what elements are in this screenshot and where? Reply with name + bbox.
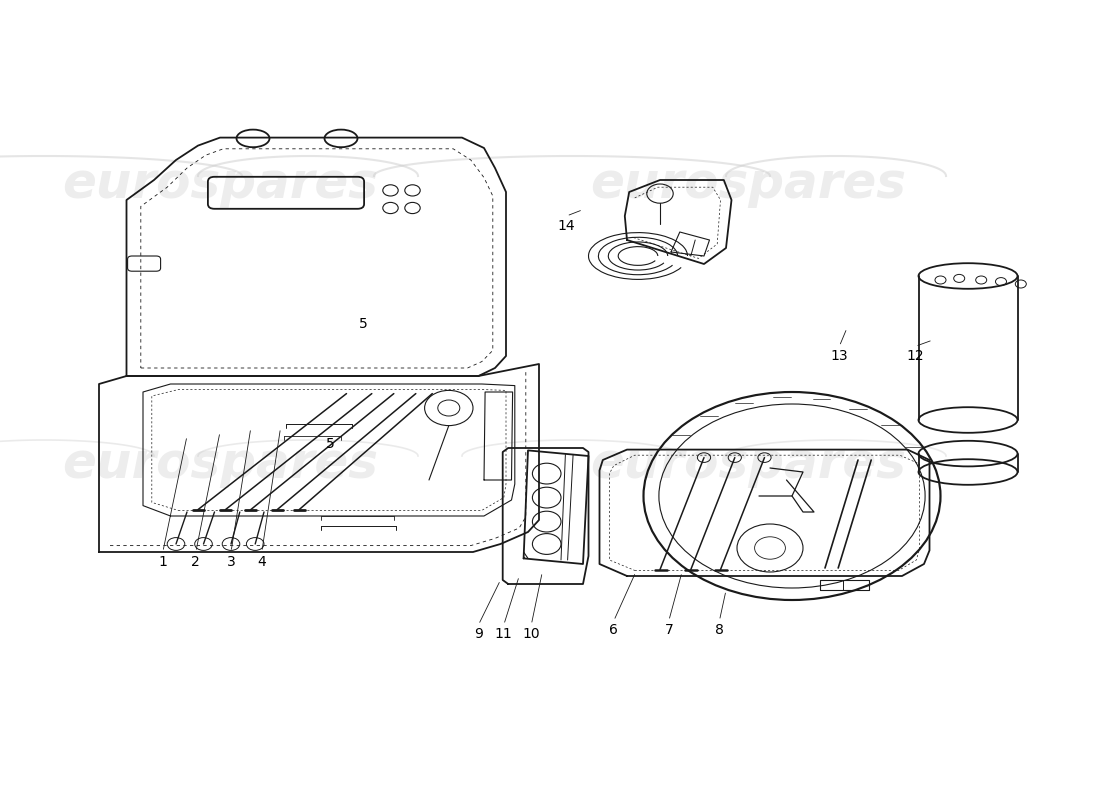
Text: 2: 2 [191, 554, 200, 569]
Text: eurospares: eurospares [62, 160, 378, 208]
Text: 5: 5 [326, 437, 334, 451]
Text: 6: 6 [609, 623, 618, 638]
Text: 1: 1 [158, 554, 167, 569]
Text: 3: 3 [227, 554, 235, 569]
Text: eurospares: eurospares [590, 160, 906, 208]
Text: 4: 4 [257, 554, 266, 569]
Text: 8: 8 [715, 623, 724, 638]
Text: eurospares: eurospares [62, 440, 378, 488]
Text: 7: 7 [664, 623, 673, 638]
Text: 9: 9 [474, 627, 483, 642]
Text: 14: 14 [558, 218, 575, 233]
Text: 13: 13 [830, 349, 848, 363]
Text: 11: 11 [495, 627, 513, 642]
Text: 12: 12 [906, 349, 924, 363]
Text: 5: 5 [359, 317, 367, 331]
Text: 10: 10 [522, 627, 540, 642]
Text: eurospares: eurospares [590, 440, 906, 488]
